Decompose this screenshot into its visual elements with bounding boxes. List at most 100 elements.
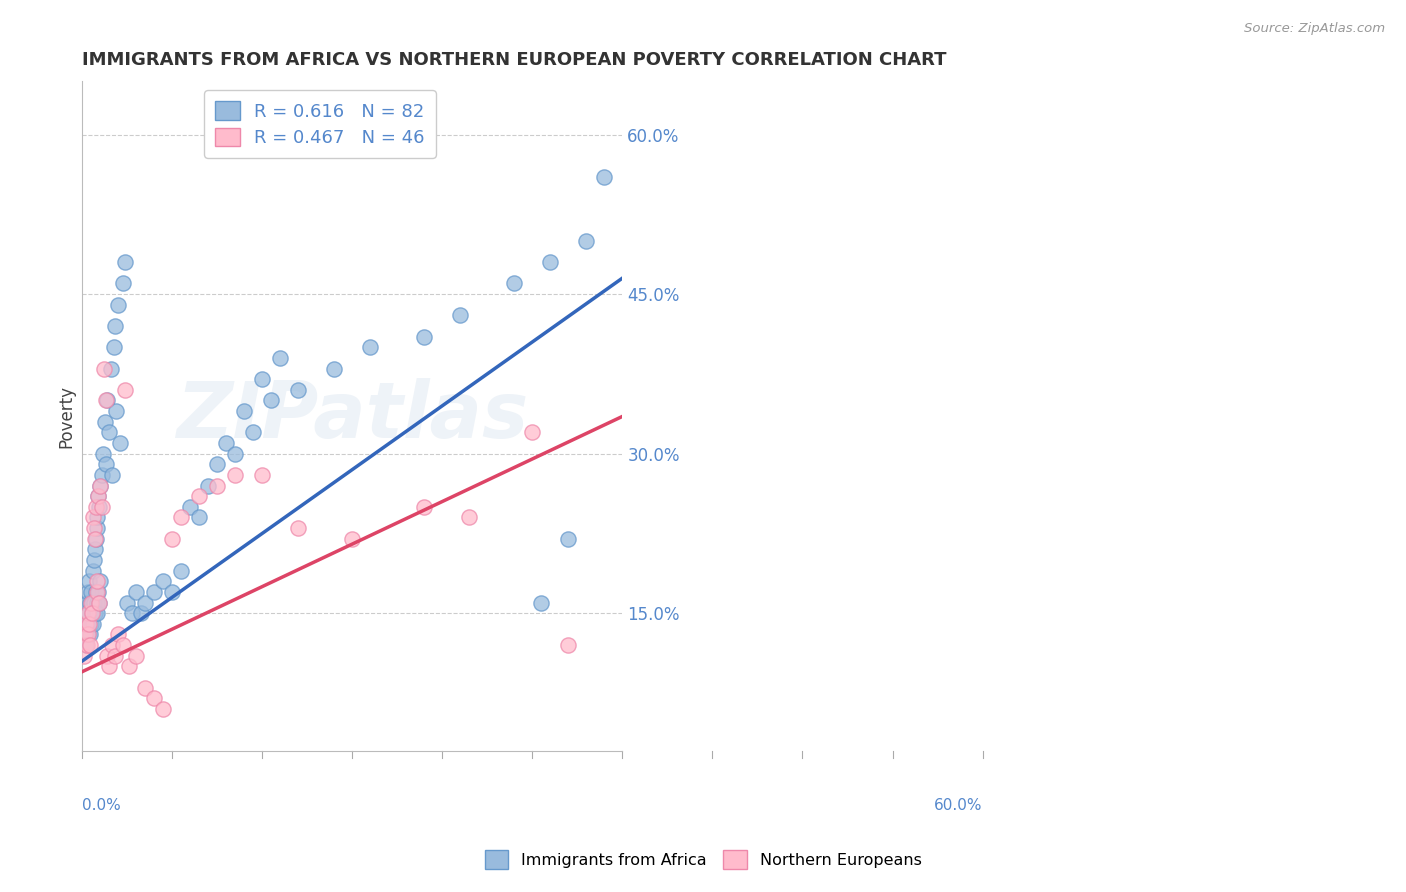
- Point: [287, 521, 309, 535]
- Point: [86, 521, 108, 535]
- Point: [575, 234, 598, 248]
- Point: [233, 404, 256, 418]
- Point: [84, 585, 107, 599]
- Point: [89, 500, 111, 514]
- Point: [96, 393, 118, 408]
- Point: [287, 383, 309, 397]
- Point: [522, 425, 544, 440]
- Point: [224, 447, 246, 461]
- Point: [107, 627, 129, 641]
- Point: [87, 489, 110, 503]
- Point: [121, 606, 143, 620]
- Point: [197, 478, 219, 492]
- Point: [114, 383, 136, 397]
- Point: [73, 627, 96, 641]
- Point: [215, 436, 238, 450]
- Point: [359, 340, 381, 354]
- Point: [125, 648, 148, 663]
- Point: [105, 404, 128, 418]
- Point: [269, 351, 291, 365]
- Text: IMMIGRANTS FROM AFRICA VS NORTHERN EUROPEAN POVERTY CORRELATION CHART: IMMIGRANTS FROM AFRICA VS NORTHERN EUROP…: [82, 51, 946, 69]
- Point: [125, 585, 148, 599]
- Point: [593, 170, 616, 185]
- Point: [76, 596, 98, 610]
- Point: [530, 596, 553, 610]
- Point: [252, 372, 274, 386]
- Point: [91, 467, 114, 482]
- Point: [80, 606, 103, 620]
- Point: [82, 510, 104, 524]
- Point: [413, 329, 436, 343]
- Point: [86, 596, 108, 610]
- Point: [77, 627, 100, 641]
- Point: [83, 606, 105, 620]
- Point: [82, 564, 104, 578]
- Point: [342, 532, 364, 546]
- Point: [73, 648, 96, 663]
- Point: [143, 585, 166, 599]
- Point: [107, 298, 129, 312]
- Point: [111, 277, 134, 291]
- Point: [98, 659, 121, 673]
- Text: 60.0%: 60.0%: [934, 798, 983, 814]
- Point: [413, 500, 436, 514]
- Point: [91, 447, 114, 461]
- Point: [103, 318, 125, 333]
- Point: [79, 638, 101, 652]
- Y-axis label: Poverty: Poverty: [58, 385, 75, 448]
- Point: [91, 500, 114, 514]
- Point: [86, 510, 108, 524]
- Text: 0.0%: 0.0%: [82, 798, 121, 814]
- Point: [134, 596, 156, 610]
- Point: [86, 585, 108, 599]
- Point: [188, 489, 211, 503]
- Text: Source: ZipAtlas.com: Source: ZipAtlas.com: [1244, 22, 1385, 36]
- Point: [75, 638, 97, 652]
- Point: [93, 415, 115, 429]
- Point: [80, 606, 103, 620]
- Point: [73, 627, 96, 641]
- Point: [80, 616, 103, 631]
- Point: [179, 500, 201, 514]
- Point: [101, 638, 124, 652]
- Point: [323, 361, 346, 376]
- Point: [103, 340, 125, 354]
- Point: [76, 585, 98, 599]
- Point: [79, 616, 101, 631]
- Legend: Immigrants from Africa, Northern Europeans: Immigrants from Africa, Northern Europea…: [478, 844, 928, 875]
- Point: [260, 393, 283, 408]
- Point: [503, 277, 526, 291]
- Point: [538, 255, 561, 269]
- Point: [83, 553, 105, 567]
- Point: [152, 574, 174, 589]
- Point: [83, 542, 105, 557]
- Point: [86, 574, 108, 589]
- Legend: R = 0.616   N = 82, R = 0.467   N = 46: R = 0.616 N = 82, R = 0.467 N = 46: [204, 90, 436, 158]
- Point: [115, 596, 138, 610]
- Point: [458, 510, 481, 524]
- Point: [557, 532, 579, 546]
- Point: [252, 467, 274, 482]
- Point: [84, 500, 107, 514]
- Point: [205, 457, 228, 471]
- Point: [76, 638, 98, 652]
- Point: [76, 627, 98, 641]
- Point: [80, 585, 103, 599]
- Point: [152, 702, 174, 716]
- Point: [83, 521, 105, 535]
- Point: [449, 309, 471, 323]
- Point: [100, 361, 122, 376]
- Point: [77, 606, 100, 620]
- Point: [94, 457, 117, 471]
- Point: [89, 596, 111, 610]
- Point: [87, 489, 110, 503]
- Point: [89, 574, 111, 589]
- Point: [101, 467, 124, 482]
- Text: ZIPatlas: ZIPatlas: [176, 378, 529, 454]
- Point: [83, 596, 105, 610]
- Point: [76, 627, 98, 641]
- Point: [82, 616, 104, 631]
- Point: [111, 638, 134, 652]
- Point: [89, 478, 111, 492]
- Point: [134, 681, 156, 695]
